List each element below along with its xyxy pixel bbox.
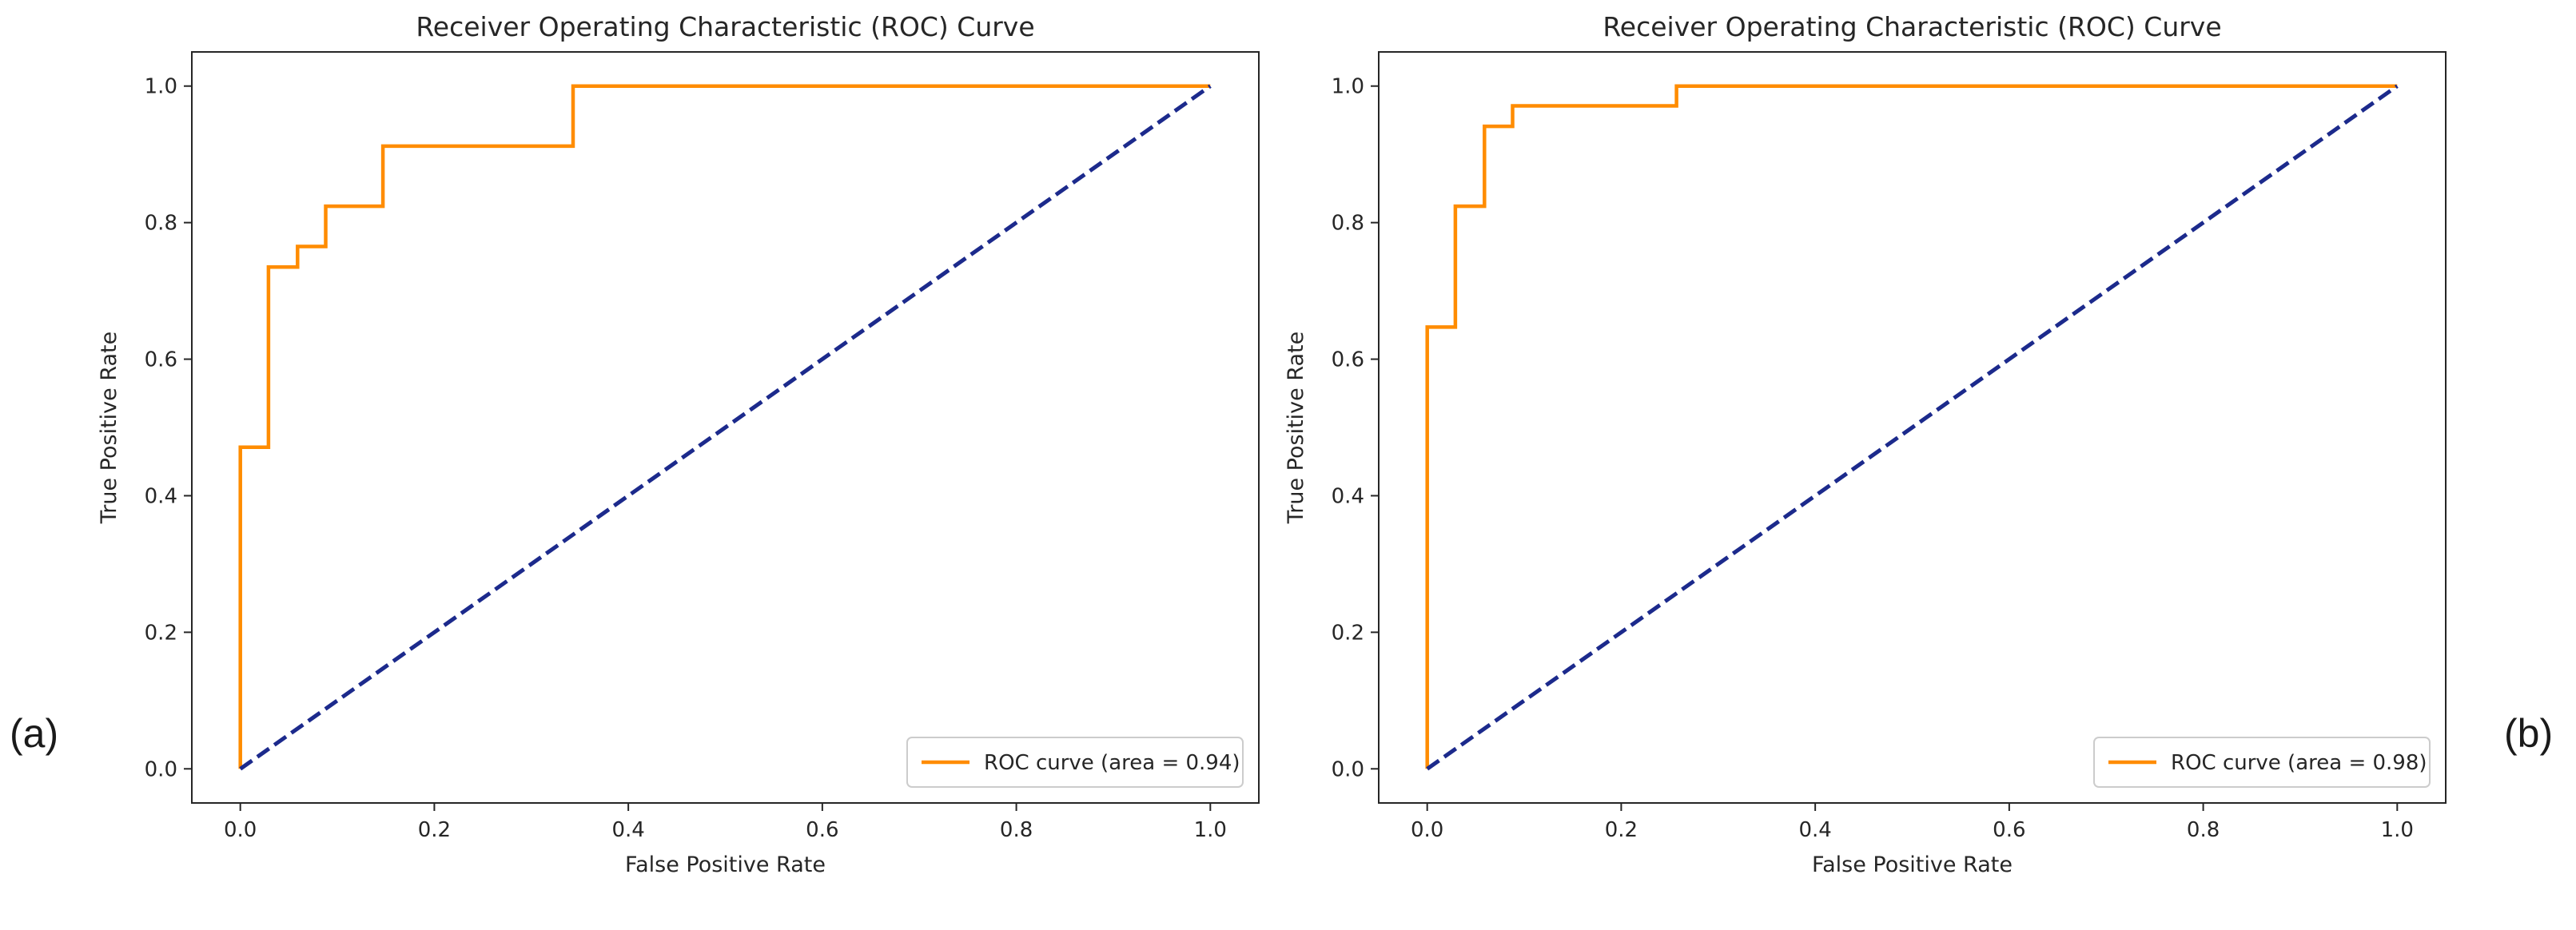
y-axis-label: True Positive Rate xyxy=(97,332,121,525)
x-tick-label: 1.0 xyxy=(2381,818,2414,842)
x-tick-label: 0.2 xyxy=(1605,818,1638,842)
legend: ROC curve (area = 0.98) xyxy=(2093,737,2431,788)
x-tick-label: 0.8 xyxy=(1000,818,1033,842)
x-tick-label: 0.6 xyxy=(1993,818,2025,842)
y-tick-label: 0.8 xyxy=(145,212,177,236)
axes-frame xyxy=(1378,51,2447,804)
x-tick-label: 0.0 xyxy=(1411,818,1443,842)
x-tick-label: 1.0 xyxy=(1194,818,1227,842)
legend-label: ROC curve (area = 0.94) xyxy=(984,751,1240,775)
x-tick-label: 0.2 xyxy=(418,818,451,842)
x-tick-label: 0.4 xyxy=(1798,818,1831,842)
x-tick-label: 0.6 xyxy=(806,818,838,842)
chart-2: Receiver Operating Characteristic (ROC) … xyxy=(1284,11,2447,877)
y-tick-label: 1.0 xyxy=(145,75,177,99)
y-tick-label: 0.0 xyxy=(145,757,177,781)
legend-box xyxy=(906,737,1244,788)
x-axis-label: False Positive Rate xyxy=(625,852,826,877)
y-tick-label: 0.4 xyxy=(1332,484,1364,508)
roc-curve-line xyxy=(238,84,1211,769)
x-tick-label: 0.8 xyxy=(2187,818,2220,842)
chart-title: Receiver Operating Characteristic (ROC) … xyxy=(1603,11,2221,42)
panel-label-b: (b) xyxy=(2504,711,2553,756)
y-tick-label: 0.6 xyxy=(1332,348,1364,372)
y-tick-label: 0.0 xyxy=(1332,757,1364,781)
y-tick-label: 0.2 xyxy=(145,621,177,645)
y-tick-label: 0.6 xyxy=(145,348,177,372)
y-tick-label: 0.4 xyxy=(145,484,177,508)
y-axis-label: True Positive Rate xyxy=(1284,332,1308,525)
y-tick-label: 0.2 xyxy=(1332,621,1364,645)
y-tick-label: 1.0 xyxy=(1332,75,1364,99)
panel-label-a: (a) xyxy=(10,711,58,756)
y-tick-label: 0.8 xyxy=(1332,212,1364,236)
axes-frame xyxy=(191,51,1260,804)
legend-label: ROC curve (area = 0.98) xyxy=(2171,751,2427,775)
x-tick-label: 0.4 xyxy=(611,818,644,842)
x-axis-label: False Positive Rate xyxy=(1812,852,2013,877)
chance-diagonal-line xyxy=(1426,84,2399,771)
roc-curve-line xyxy=(1425,84,2398,769)
chart-title: Receiver Operating Characteristic (ROC) … xyxy=(416,11,1034,42)
x-tick-label: 0.0 xyxy=(224,818,257,842)
chart-1: Receiver Operating Characteristic (ROC) … xyxy=(97,11,1260,877)
legend: ROC curve (area = 0.94) xyxy=(906,737,1244,788)
legend-box xyxy=(2093,737,2431,788)
chance-diagonal-line xyxy=(239,84,1212,771)
